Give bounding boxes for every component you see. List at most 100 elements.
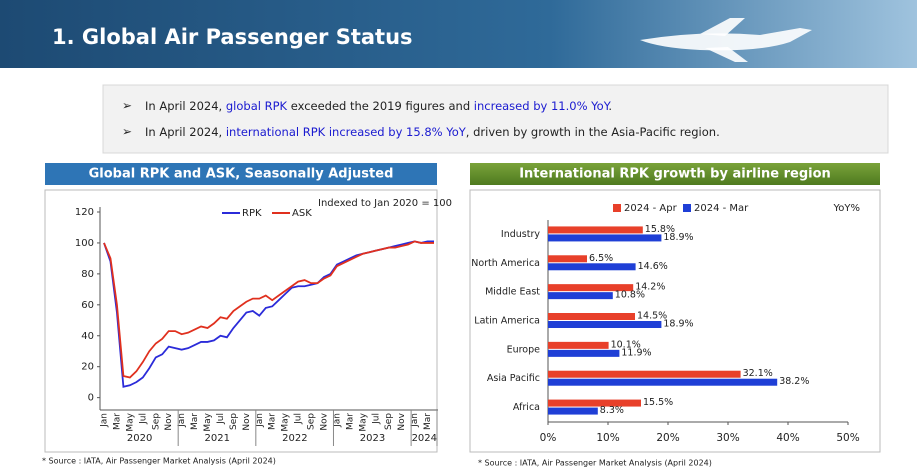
annotation: Indexed to Jan 2020 = 100 — [318, 198, 452, 209]
y-tick-label: Latin America — [474, 316, 540, 327]
data-label: 6.5% — [589, 253, 613, 264]
plane-wing — [700, 18, 748, 62]
header-bar — [0, 0, 917, 68]
bullet-span: In April 2024, — [145, 99, 226, 113]
chart-title: Global RPK and ASK, Seasonally Adjusted — [89, 167, 394, 182]
x-group-label: 2020 — [127, 433, 152, 444]
legend-swatch — [613, 204, 621, 212]
x-tick-label: Jan — [255, 413, 265, 428]
bullet-text: In April 2024, global RPK exceeded the 2… — [145, 99, 612, 113]
y-tick-label: Africa — [513, 402, 540, 413]
data-label: 10.1% — [611, 339, 641, 350]
x-tick-label: May — [281, 412, 291, 431]
x-tick-label: 30% — [716, 432, 739, 444]
bar — [548, 407, 598, 415]
bullet-span: exceeded the 2019 figures and — [287, 99, 474, 113]
x-tick-label: Jan — [177, 413, 187, 428]
x-tick-label: May — [125, 412, 135, 431]
legend-label: RPK — [242, 208, 262, 219]
x-tick-label: Sep — [384, 413, 394, 430]
bullet-span: international RPK increased by 15.8% YoY — [226, 125, 467, 139]
chart-title-bar — [45, 163, 437, 185]
data-label: 14.6% — [638, 261, 668, 272]
bullet-span: , driven by growth in the Asia-Pacific r… — [466, 125, 720, 139]
x-tick-label: 50% — [836, 432, 859, 444]
y-tick-label: Europe — [507, 344, 541, 355]
bullet-marker: ➢ — [122, 125, 132, 139]
x-tick-label: Nov — [320, 412, 330, 430]
chart-frame — [469, 189, 881, 453]
bar — [548, 226, 643, 234]
y-tick-label: Industry — [501, 229, 540, 240]
data-label: 18.9% — [663, 319, 693, 330]
x-tick-label: Mar — [190, 413, 200, 430]
header-title: 1. Global Air Passenger Status — [52, 25, 413, 49]
bullet-span: global RPK — [226, 99, 288, 113]
y-tick-label: 120 — [75, 207, 94, 218]
x-tick-label: May — [358, 412, 368, 431]
x-tick-label: Mar — [345, 413, 355, 430]
x-tick-label: Nov — [397, 412, 407, 430]
y-tick-label: Middle East — [485, 287, 540, 298]
bar — [548, 341, 609, 349]
x-tick-label: Jan — [100, 413, 110, 428]
x-tick-label: Nov — [242, 412, 252, 430]
data-label: 14.5% — [637, 311, 667, 322]
bar — [548, 370, 741, 378]
bar — [548, 292, 613, 300]
bar — [548, 255, 587, 263]
x-tick-label: Jan — [332, 413, 342, 428]
annotation: YoY% — [832, 203, 860, 214]
chart-frame — [44, 189, 438, 453]
x-group-label: 2021 — [205, 433, 230, 444]
bullet-box — [102, 84, 889, 154]
x-tick-label: Mar — [112, 413, 122, 430]
source: * Source : IATA, Air Passenger Market An… — [478, 459, 712, 468]
x-tick-label: 10% — [596, 432, 619, 444]
x-tick-label: 0% — [540, 432, 557, 444]
data-label: 38.2% — [779, 376, 809, 387]
bullet-span: increased by 11.0% YoY — [474, 99, 612, 113]
data-label: 15.8% — [645, 224, 675, 235]
x-tick-label: Jan — [410, 413, 420, 428]
data-label: 8.3% — [600, 405, 624, 416]
x-tick-label: Jul — [216, 413, 226, 425]
x-tick-label: Jul — [294, 413, 304, 425]
bar — [548, 263, 636, 271]
bar — [548, 399, 641, 407]
x-group-label: 2023 — [360, 433, 385, 444]
y-tick-label: 0 — [88, 393, 94, 404]
x-tick-label: Sep — [151, 413, 161, 430]
x-tick-label: Sep — [229, 413, 239, 430]
data-label: 32.1% — [743, 368, 773, 379]
y-tick-label: North America — [471, 258, 540, 269]
x-tick-label: Nov — [164, 412, 174, 430]
x-tick-label: Mar — [268, 413, 278, 430]
data-label: 18.9% — [663, 232, 693, 243]
data-label: 11.9% — [621, 347, 651, 358]
x-tick-label: Jul — [138, 413, 148, 425]
y-tick-label: 100 — [75, 238, 94, 249]
legend-swatch — [683, 204, 691, 212]
legend-label: 2024 - Mar — [694, 203, 749, 214]
data-label: 15.5% — [643, 397, 673, 408]
y-tick-label: 20 — [81, 362, 94, 373]
chart-title: International RPK growth by airline regi… — [519, 167, 831, 182]
x-group-label: 2024 — [412, 433, 437, 444]
y-tick-label: 60 — [81, 300, 94, 311]
x-tick-label: Jul — [371, 413, 381, 425]
source: * Source : IATA, Air Passenger Market An… — [42, 457, 276, 466]
x-tick-label: Sep — [307, 413, 317, 430]
x-tick-label: 40% — [776, 432, 799, 444]
bullet-span: . — [608, 99, 612, 113]
y-tick-label: 40 — [81, 331, 94, 342]
bar — [548, 321, 662, 328]
data-label: 10.8% — [615, 290, 645, 301]
legend-label: 2024 - Apr — [624, 203, 678, 214]
bar — [548, 234, 662, 242]
chart-title-bar — [470, 163, 880, 185]
bullet-marker: ➢ — [122, 99, 132, 113]
series-line — [103, 240, 434, 379]
